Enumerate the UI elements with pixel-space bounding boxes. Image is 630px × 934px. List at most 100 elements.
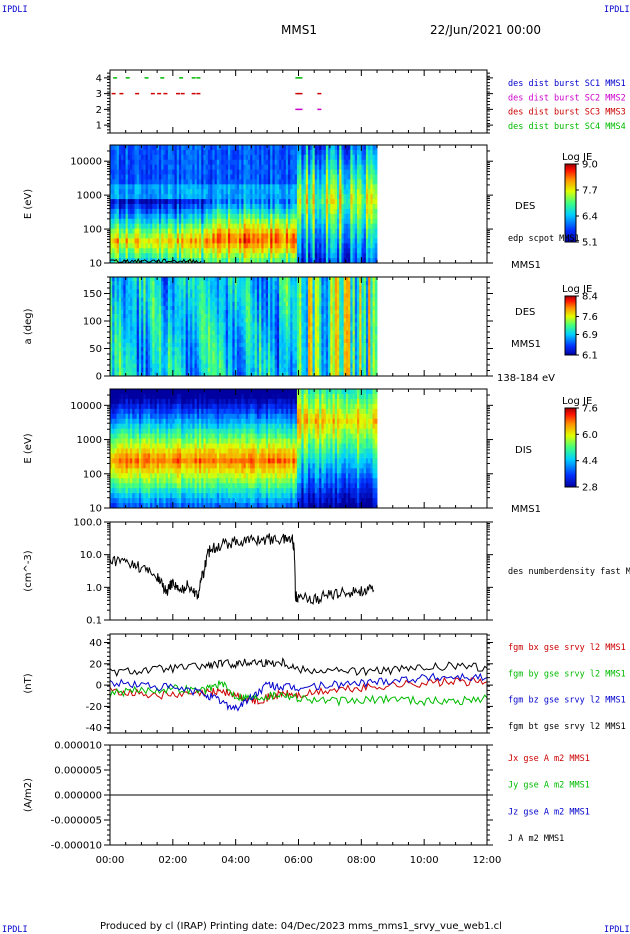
des_e-cell: [152, 164, 155, 170]
des_e-cell: [210, 238, 213, 244]
des_e-cell: [316, 228, 320, 234]
des_e-cell: [321, 169, 325, 175]
des_pa-cell: [143, 347, 147, 352]
des_e-cell: [185, 159, 189, 166]
des_e-cell: [147, 213, 151, 220]
des_e-cell: [323, 199, 327, 205]
des_e-cell: [352, 159, 356, 166]
des_e-cell: [341, 169, 345, 175]
des_e-cell: [241, 238, 244, 244]
des_e-cell: [283, 169, 287, 175]
des_e-cell: [330, 253, 333, 259]
des_e-cell: [359, 184, 362, 190]
des_e-cell: [301, 189, 305, 195]
des_e-cell: [321, 258, 325, 264]
des_e-cell: [245, 174, 249, 180]
des_e-cell: [261, 154, 264, 161]
des_e-cell: [241, 145, 244, 151]
des_e-cell: [194, 228, 198, 234]
des_pa-cell: [114, 301, 118, 307]
des_e-cell: [185, 204, 189, 210]
des_e-cell: [123, 145, 126, 151]
des_e-cell: [156, 179, 160, 185]
des_e-cell: [121, 213, 124, 220]
des_e-cell: [348, 228, 351, 234]
des_e-cell: [276, 238, 280, 244]
des_e-cell: [196, 204, 200, 210]
des_e-cell: [265, 248, 269, 254]
des_e-cell: [330, 223, 333, 229]
des_e-cell: [203, 169, 207, 175]
des_e-cell: [207, 145, 211, 151]
des_e-cell: [250, 174, 253, 180]
des_pa-cell: [134, 334, 138, 340]
des_pa-cell: [130, 289, 133, 294]
des_e-cell: [141, 154, 144, 161]
des_e-cell: [214, 174, 218, 180]
des_e-cell: [247, 184, 251, 190]
des_e-cell: [163, 233, 167, 239]
des_e-cell: [161, 204, 164, 210]
des_e-cell: [210, 184, 213, 190]
des_e-cell: [363, 233, 367, 239]
des_e-cell: [250, 213, 253, 220]
des_e-cell: [227, 228, 231, 234]
des_e-right-label: MMS1: [511, 260, 541, 271]
des_e-cell: [247, 208, 251, 215]
des_e-cell: [272, 258, 276, 264]
des_e-cell: [283, 248, 287, 254]
des_e-cell: [365, 184, 369, 190]
des_e-cell: [312, 238, 316, 244]
des_e-cell: [150, 233, 153, 239]
des_pa-cell: [123, 297, 126, 303]
des_e-cell: [334, 243, 338, 249]
des_e-cell: [328, 145, 331, 151]
des_e-cell: [125, 179, 129, 185]
des_e-cell: [194, 145, 198, 151]
des_e-cell: [348, 194, 351, 200]
des_e-cell: [299, 218, 302, 225]
des_e-cell: [252, 159, 256, 166]
des_e-cell: [241, 174, 244, 180]
des_e-cell: [123, 179, 126, 185]
des_e-cell: [136, 208, 140, 215]
des_e-cell: [172, 189, 175, 195]
des_e-cell: [292, 258, 296, 264]
des_e-cell: [261, 243, 264, 249]
des_e-cell: [143, 243, 147, 249]
des_e-cell: [196, 154, 200, 161]
des_e-cell: [334, 145, 338, 151]
des_e-cell: [167, 145, 171, 151]
des_e-cell: [167, 243, 171, 249]
des_e-cell: [210, 149, 213, 156]
des_e-cell: [357, 159, 360, 166]
des_e-cell: [194, 179, 198, 185]
des_e-cell: [221, 164, 224, 170]
des_e-cell: [288, 154, 291, 161]
des_e-cell: [308, 199, 311, 205]
des_e-cell: [125, 184, 129, 190]
des_e-cell: [205, 179, 209, 185]
des_e-cell: [145, 258, 149, 264]
des_e-cell: [316, 208, 320, 215]
des_pa-cell: [127, 310, 131, 315]
des_e-cell: [247, 164, 251, 170]
des_e-cell: [294, 238, 298, 244]
des_e-cell: [219, 169, 222, 175]
des_e-cell: [319, 199, 322, 205]
des_e-cell: [205, 204, 209, 210]
des_e-cell: [341, 253, 345, 259]
des_e-cell: [319, 149, 322, 156]
des_e-cell: [174, 145, 178, 151]
des_e-cell: [325, 164, 329, 170]
des_pa-cell: [127, 351, 131, 356]
des_e-cell: [314, 218, 318, 225]
des_pa-cell: [138, 318, 142, 323]
des_e-cell: [245, 204, 249, 210]
des_e-cell: [361, 164, 365, 170]
des_e-cell: [314, 159, 318, 166]
des_e-cell: [134, 218, 138, 225]
des_e-cell: [361, 223, 365, 229]
des_e-cell: [225, 248, 229, 254]
des_pa-cell: [134, 289, 138, 294]
